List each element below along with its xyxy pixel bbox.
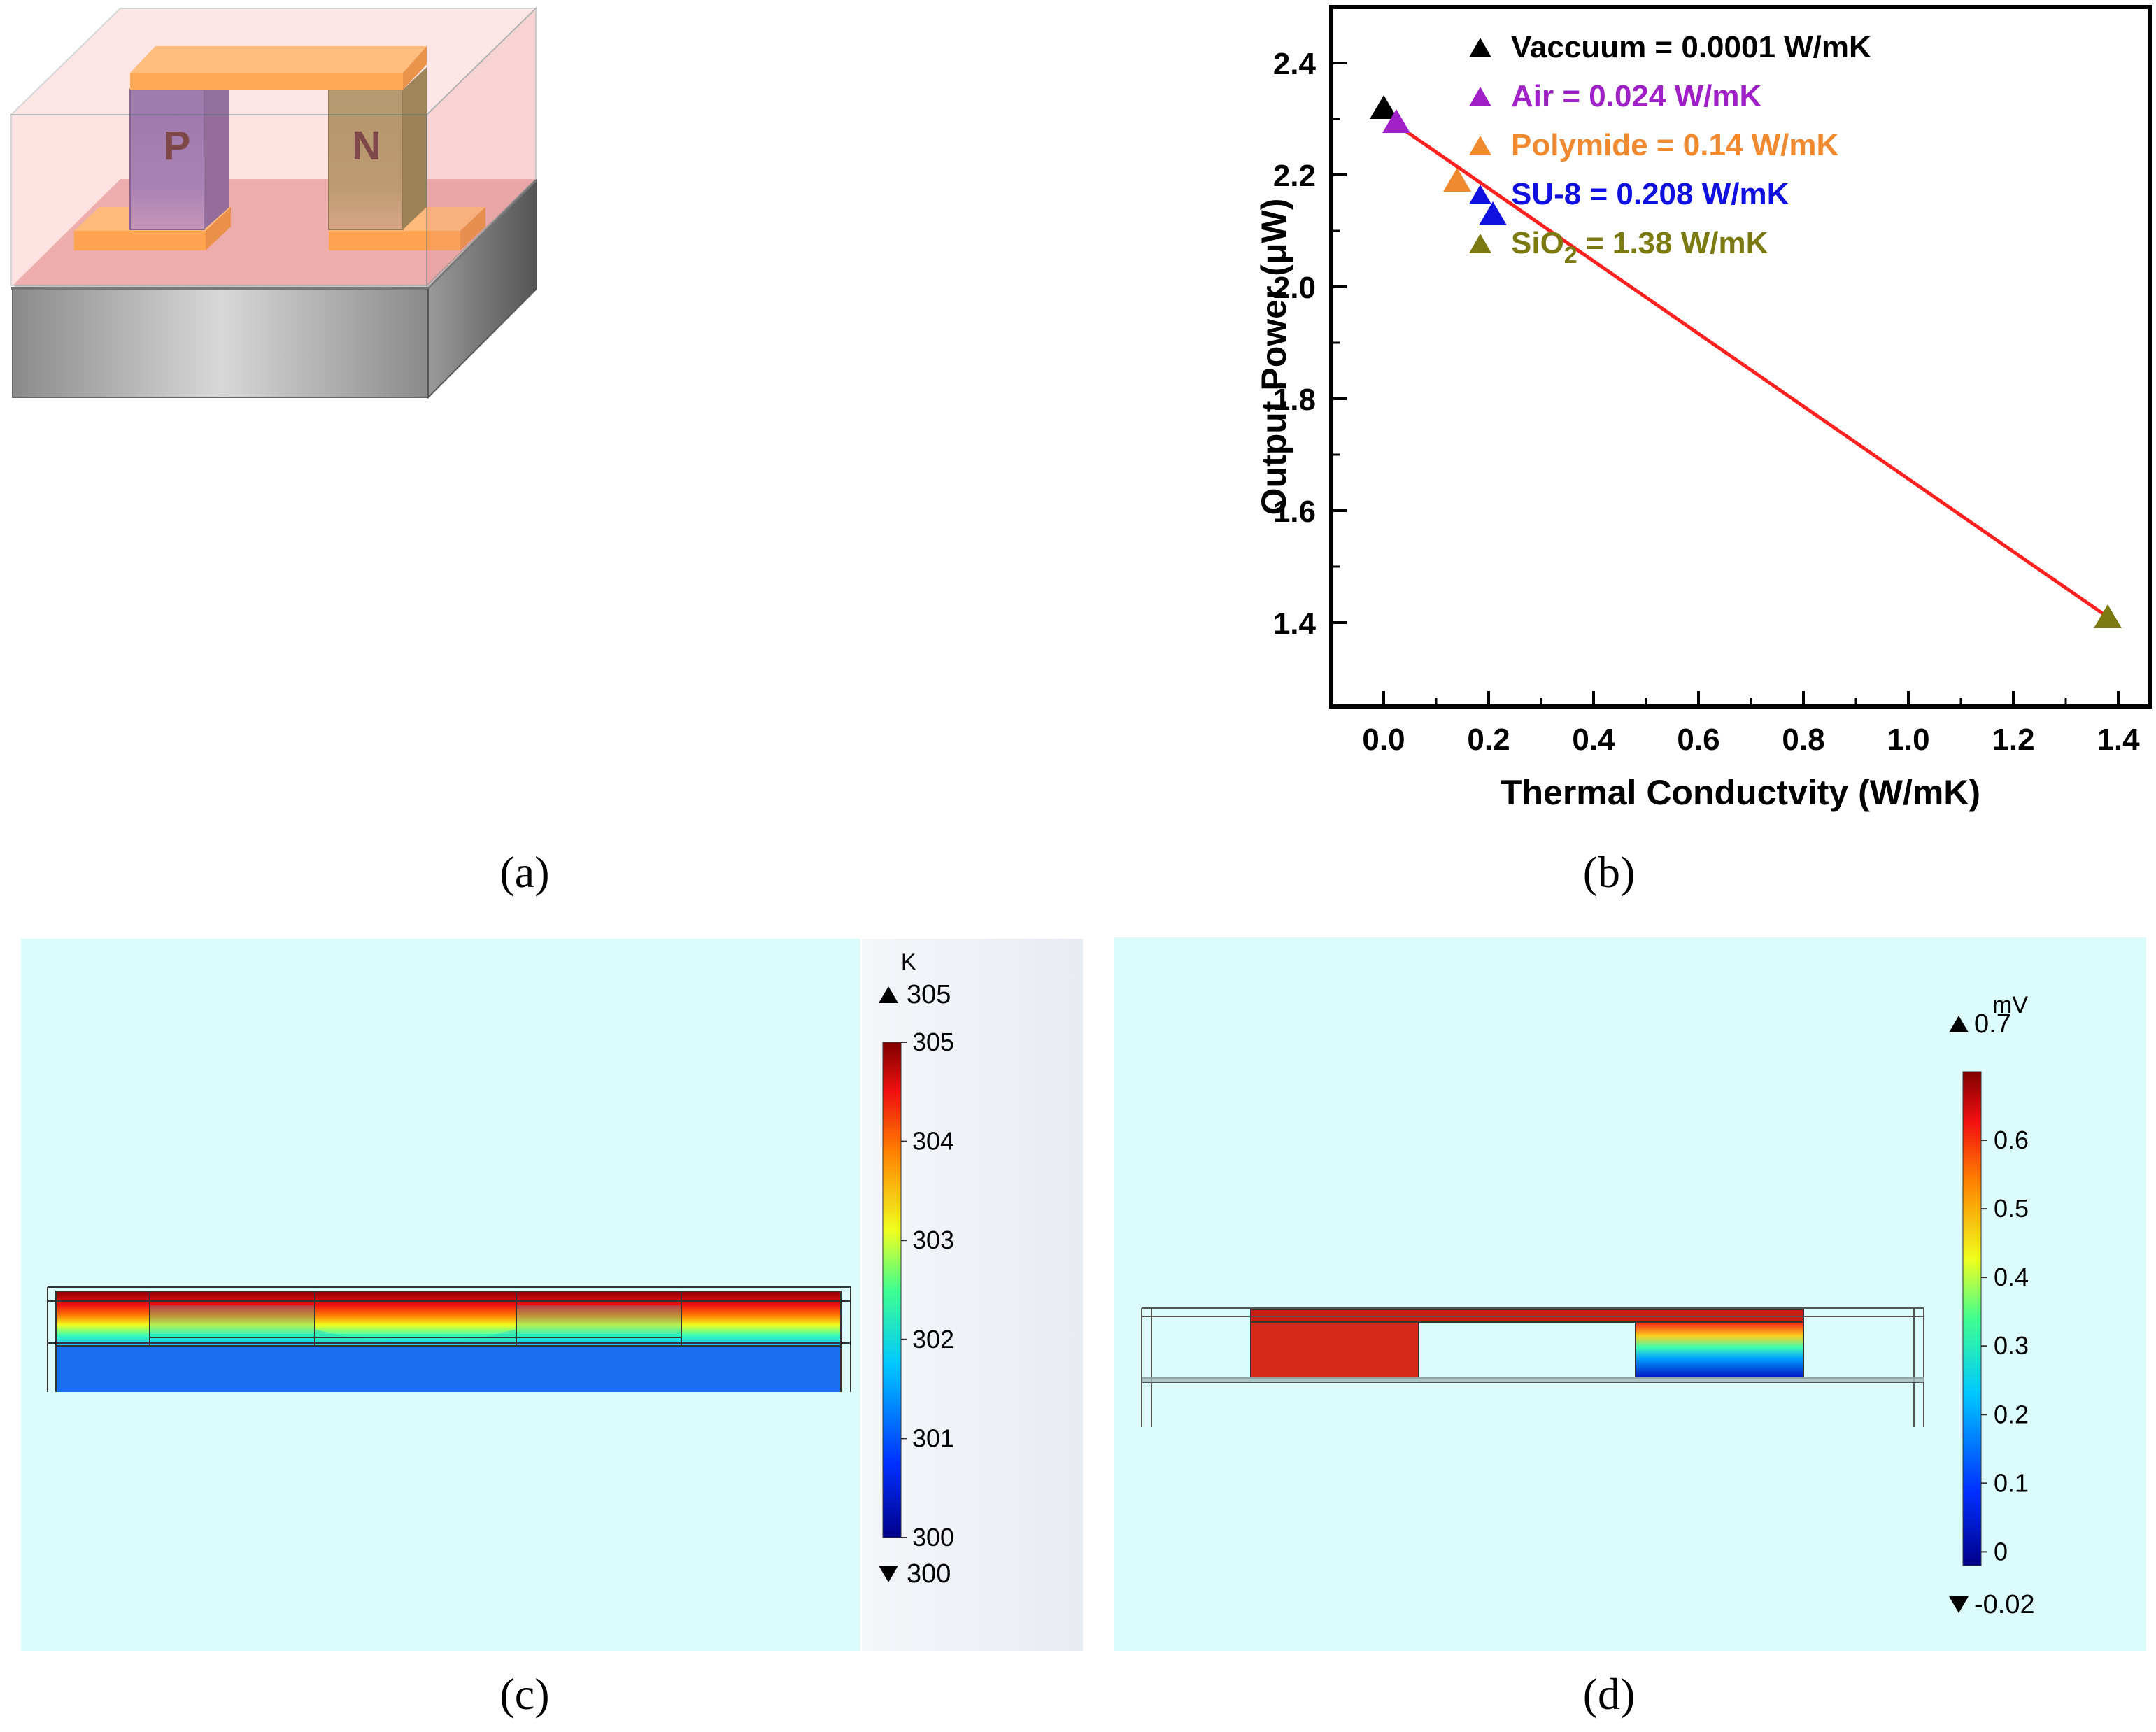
x-axis-ticks: 0.0 0.2 0.4 0.6 0.8 1.0 1.2 1.4 [1362, 691, 2140, 757]
panel-a-schematic: P N [0, 0, 1091, 811]
legend-entry: Vaccuum = 0.0001 W/mK [1511, 30, 1871, 64]
x-tick-label: 0.8 [1782, 723, 1824, 757]
legend-entry: SiO2 = 1.38 W/mK [1511, 226, 1768, 269]
y-tick-label: 2.0 [1273, 271, 1316, 305]
bottom-electrode-right-side [460, 207, 485, 250]
y-axis-label: Output Power (μW) [1254, 199, 1293, 516]
top-electrode-front [130, 73, 403, 90]
min-triangle-icon [879, 1566, 898, 1582]
temperature-simulation: K 305 305 304 303 302 301 300 300 [21, 939, 1083, 1659]
voltage-colorbar [1962, 1071, 1982, 1566]
fit-line [1395, 122, 2109, 619]
colorbar-unit: mV [1992, 992, 2028, 1018]
simulation-background [1114, 937, 2146, 1659]
p-leg-side [204, 67, 229, 229]
thermoelectric-device-illustration: P N [9, 6, 538, 399]
colorbar-tick-label: 301 [912, 1424, 954, 1452]
colorbar-tick-label: 0.4 [1994, 1263, 2029, 1291]
colorbar-tick-label: 304 [912, 1127, 954, 1156]
colorbar-tick-label: 303 [912, 1226, 954, 1254]
y-tick-label: 1.4 [1273, 606, 1317, 641]
caption-b: (b) [1582, 847, 1636, 897]
data-point-triangle [1382, 109, 1410, 133]
legend-triangle-icon [1469, 38, 1491, 57]
top-electrode-side [403, 46, 427, 90]
p-label: P [164, 123, 191, 169]
max-triangle-icon [879, 986, 898, 1003]
x-tick-label: 0.4 [1572, 723, 1615, 757]
data-point-triangle [1479, 201, 1507, 225]
substrate-front [12, 288, 429, 398]
data-point-triangle [1370, 95, 1398, 119]
y-tick-label: 2.2 [1273, 159, 1316, 193]
legend-triangle-icon [1469, 185, 1491, 204]
legend-triangle-icon [1469, 136, 1491, 155]
max-triangle-icon [1949, 1016, 1969, 1032]
legend-entry: SU-8 = 0.208 W/mK [1511, 177, 1789, 211]
colorbar-ticks: 0.6 0.5 0.4 0.3 0.2 0.1 0 [1981, 1126, 2029, 1566]
legend-entry: Air = 0.024 W/mK [1511, 79, 1761, 113]
colorbar-tick-label: 300 [912, 1523, 954, 1552]
n-label: N [352, 123, 381, 169]
output-power-chart: 0.0 0.2 0.4 0.6 0.8 1.0 1.2 1.4 1.4 1.6 1.8 2.0 2.2… [1254, 5, 2152, 812]
colorbar-max: 0.7 [1974, 1009, 2011, 1039]
substrate-region [56, 1346, 841, 1392]
colorbar-tick-label: 0.5 [1994, 1194, 2029, 1223]
colorbar-min: -0.02 [1974, 1590, 2035, 1619]
data-point-triangle [1443, 168, 1471, 192]
encapsulation-front [10, 114, 427, 286]
x-tick-label: 0.2 [1467, 723, 1510, 757]
colorbar-unit: K [901, 949, 916, 974]
caption-d: (d) [1582, 1669, 1636, 1719]
x-tick-label: 0.0 [1362, 723, 1405, 757]
data-point-triangle [2094, 604, 2122, 628]
colorbar-tick-label: 302 [912, 1325, 954, 1354]
x-tick-label: 1.0 [1887, 723, 1929, 757]
x-axis-label: Thermal Conductvity (W/mK) [1501, 773, 1980, 812]
legend-triangle-icon [1469, 234, 1491, 253]
legend-triangle-icon [1469, 87, 1491, 106]
colorbar-tick-label: 0.2 [1994, 1400, 2029, 1428]
bottom-electrode-right-front [329, 231, 460, 250]
plot-frame [1329, 5, 2152, 709]
temperature-colorbar [882, 1042, 902, 1538]
voltage-simulation: mV 0.7 0.6 0.5 0.4 0.3 0.2 0.1 0 -0.02 [1114, 937, 2146, 1659]
caption-c: (c) [499, 1669, 550, 1719]
colorbar-tick-label: 0.1 [1994, 1468, 2029, 1497]
colorbar-tick-label: 305 [912, 1028, 954, 1056]
colorbar-tick-label: 0.6 [1994, 1126, 2029, 1154]
y-tick-label: 1.8 [1273, 383, 1316, 417]
bottom-electrode-left-front [74, 231, 206, 250]
x-tick-label: 1.4 [2097, 723, 2140, 757]
n-leg-front [328, 89, 404, 230]
legend: Vaccuum = 0.0001 W/mK Air = 0.024 W/mK Pol… [1469, 30, 1871, 269]
encapsulation-top [9, 8, 538, 115]
n-leg-region [1635, 1321, 1804, 1379]
panel-b-chart: 0.0 0.2 0.4 0.6 0.8 1.0 1.2 1.4 1.4 1.6 1.8 2.0 2.2… [1091, 0, 2156, 839]
y-axis-ticks: 1.4 1.6 1.8 2.0 2.2 2.4 [1273, 47, 1347, 641]
legend-entry: Polymide = 0.14 W/mK [1511, 128, 1838, 162]
n-leg-side [403, 67, 427, 229]
x-tick-label: 0.6 [1677, 723, 1719, 757]
top-electrode-top [130, 46, 427, 73]
caption-a: (a) [499, 847, 550, 897]
p-leg-region [1250, 1321, 1419, 1379]
colorbar-min: 300 [907, 1559, 951, 1589]
panel-d-voltage-map: mV 0.7 0.6 0.5 0.4 0.3 0.2 0.1 0 -0.02 [1091, 909, 2156, 1659]
colorbar-ticks: 305 304 303 302 301 300 [901, 1028, 954, 1552]
bottom-electrode-left-side [206, 207, 231, 250]
colorbar-tick-label: 0 [1994, 1537, 2008, 1566]
encapsulation-side [426, 6, 537, 288]
panel-c-temperature-map: K 305 305 304 303 302 301 300 300 [0, 909, 1091, 1659]
colorbar-max: 305 [907, 980, 951, 1009]
data-points [1370, 95, 2122, 628]
y-tick-label: 1.6 [1273, 495, 1316, 529]
colorbar-tick-label: 0.3 [1994, 1331, 2029, 1360]
y-tick-label: 2.4 [1273, 47, 1317, 81]
min-triangle-icon [1949, 1596, 1969, 1613]
x-tick-label: 1.2 [1992, 723, 2034, 757]
